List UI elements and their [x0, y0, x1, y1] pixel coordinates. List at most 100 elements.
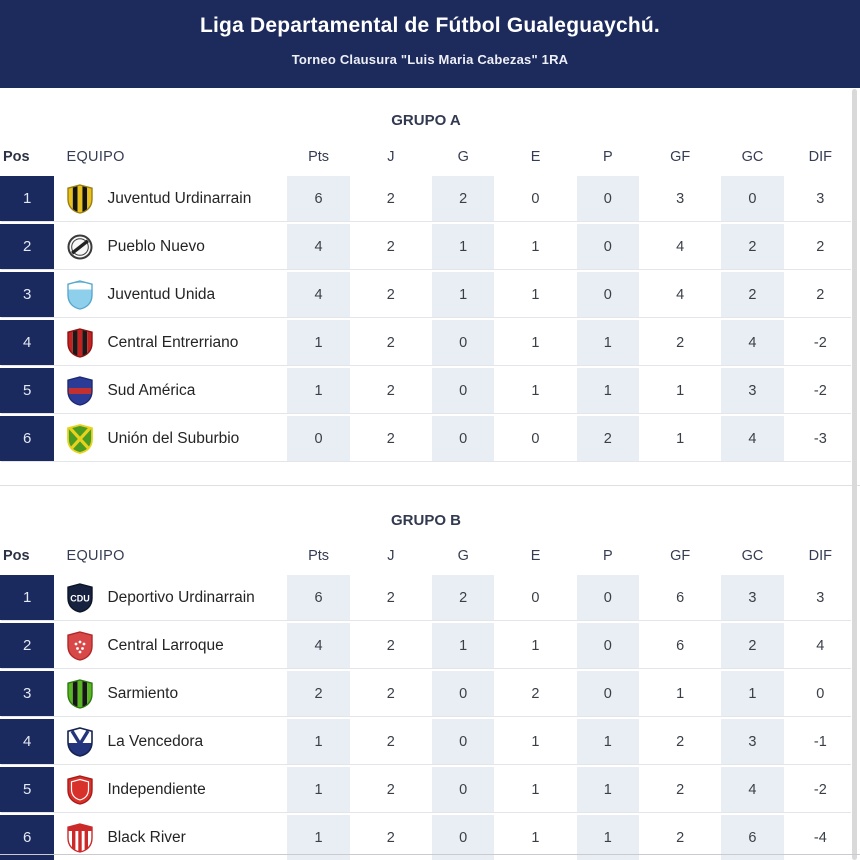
page-scrollbar[interactable]	[852, 89, 857, 860]
table-row: 4 La Vencedora 1 2 0 1 1 2 3 -1	[0, 719, 852, 764]
page-subtitle: Torneo Clausura "Luis Maria Cabezas" 1RA	[291, 52, 569, 67]
team-cell: Sarmiento	[54, 671, 283, 716]
stat-gc: 4	[716, 767, 789, 812]
stat-p: 1	[571, 767, 644, 812]
column-header-pos: Pos	[3, 548, 30, 564]
stat-p: 0	[571, 671, 644, 716]
stat-pts: 4	[282, 224, 355, 269]
team-cell: Juventud Urdinarrain	[54, 176, 283, 221]
team-crest-icon	[67, 630, 94, 661]
stat-gc: 6	[716, 815, 789, 860]
rows: 1 Juventud Urdinarrain 6 2 2 0 0 3 0 3 2 Pueblo Nue…	[0, 176, 852, 461]
stat-gf: 1	[676, 685, 685, 702]
column-header-pts: Pts	[308, 548, 330, 564]
stat-p: 1	[571, 719, 644, 764]
stat-p: 0	[571, 623, 644, 668]
stat-j: 2	[386, 190, 395, 207]
stat-g: 0	[426, 719, 500, 764]
column-header-gf: GF	[670, 149, 691, 165]
team-name: Juventud Unida	[107, 285, 216, 303]
position-cell: 3	[0, 272, 55, 317]
stat-e: 1	[531, 382, 540, 399]
column-header-dif: DIF	[808, 149, 832, 165]
team-crest-icon	[67, 726, 94, 757]
stat-p: 0	[571, 224, 644, 269]
stat-pts: 4	[282, 623, 355, 668]
position-cell: 6	[0, 815, 55, 860]
position-cell: 2	[0, 224, 55, 269]
team-name: Juventud Urdinarrain	[107, 189, 252, 207]
team-cell: Sud América	[54, 368, 283, 413]
stat-j: 2	[386, 286, 395, 303]
stat-gf: 2	[676, 829, 685, 846]
stat-gc: 1	[716, 671, 789, 716]
column-header-equipo: EQUIPO	[66, 548, 125, 564]
stat-gf: 6	[676, 589, 685, 606]
stat-pts: 1	[282, 719, 355, 764]
column-header-gf: GF	[670, 548, 691, 564]
svg-text:CDU: CDU	[71, 593, 91, 603]
stat-pts: 1	[282, 767, 355, 812]
table-row: 4 Central Entrerriano 1 2 0 1 1 2 4 -2	[0, 320, 852, 365]
stat-g: 0	[426, 815, 500, 860]
team-crest-icon	[67, 822, 94, 853]
stat-dif: -4	[813, 829, 827, 846]
position-cell: 4	[0, 320, 55, 365]
team-crest-icon	[67, 423, 94, 454]
stat-j: 2	[386, 589, 395, 606]
rows: 1 CDU Deportivo Urdinarrain 6 2 2 0 0 6 3 3 2 Centra…	[0, 575, 852, 860]
position-cell: 5	[0, 368, 55, 413]
table-row: 2 Pueblo Nuevo 4 2 1 1 0 4 2 2	[0, 224, 852, 269]
team-name: Sarmiento	[107, 684, 179, 702]
stat-e: 0	[531, 589, 540, 606]
stat-j: 2	[386, 685, 395, 702]
table-row: 3 Sarmiento 2 2 0 2 0 1 1 0	[0, 671, 852, 716]
stat-g: 0	[426, 368, 500, 413]
stat-gc: 2	[716, 224, 789, 269]
stat-dif: 2	[816, 238, 825, 255]
stat-e: 2	[531, 685, 540, 702]
stat-pts: 6	[282, 176, 355, 221]
stat-g: 1	[426, 623, 500, 668]
stat-gf: 1	[676, 430, 685, 447]
stat-dif: -1	[813, 733, 827, 750]
stat-p: 2	[571, 416, 644, 461]
stat-gf: 2	[676, 334, 685, 351]
columns-header: Pos EQUIPO Pts J G E P GF GC DIF	[0, 545, 852, 567]
stat-gf: 2	[676, 733, 685, 750]
team-cell: Central Larroque	[54, 623, 283, 668]
stat-pts: 1	[282, 815, 355, 860]
team-crest-icon	[67, 183, 94, 214]
stat-gf: 4	[676, 286, 685, 303]
stat-gf: 4	[676, 238, 685, 255]
column-header-j: J	[387, 548, 395, 564]
stat-e: 1	[531, 286, 540, 303]
stat-dif: 3	[816, 190, 825, 207]
table-row: 5 Independiente 1 2 0 1 1 2 4 -2	[0, 767, 852, 812]
stat-dif: 4	[816, 637, 825, 654]
team-name: Sud América	[107, 381, 196, 399]
team-crest-icon	[67, 774, 94, 805]
standings-content: GRUPO A Pos EQUIPO Pts J G E P GF GC DIF 1 Juventu…	[0, 88, 860, 860]
stat-p: 0	[571, 176, 644, 221]
column-header-pts: Pts	[308, 149, 330, 165]
team-name: Central Entrerriano	[107, 333, 239, 351]
stat-e: 0	[531, 190, 540, 207]
stat-p: 0	[571, 272, 644, 317]
team-cell: Independiente	[54, 767, 283, 812]
group-title: GRUPO B	[390, 512, 461, 529]
team-cell: Black River	[54, 815, 283, 860]
team-cell: La Vencedora	[54, 719, 283, 764]
stat-pts: 1	[282, 320, 355, 365]
stat-j: 2	[386, 382, 395, 399]
position-cell: 2	[0, 623, 55, 668]
stat-e: 0	[531, 430, 540, 447]
column-header-p: P	[603, 548, 613, 564]
stat-gf: 3	[676, 190, 685, 207]
stat-pts: 0	[282, 416, 355, 461]
stat-dif: -2	[813, 334, 827, 351]
stat-gc: 4	[716, 416, 789, 461]
stat-g: 2	[426, 176, 500, 221]
position-cell: 1	[0, 575, 55, 620]
